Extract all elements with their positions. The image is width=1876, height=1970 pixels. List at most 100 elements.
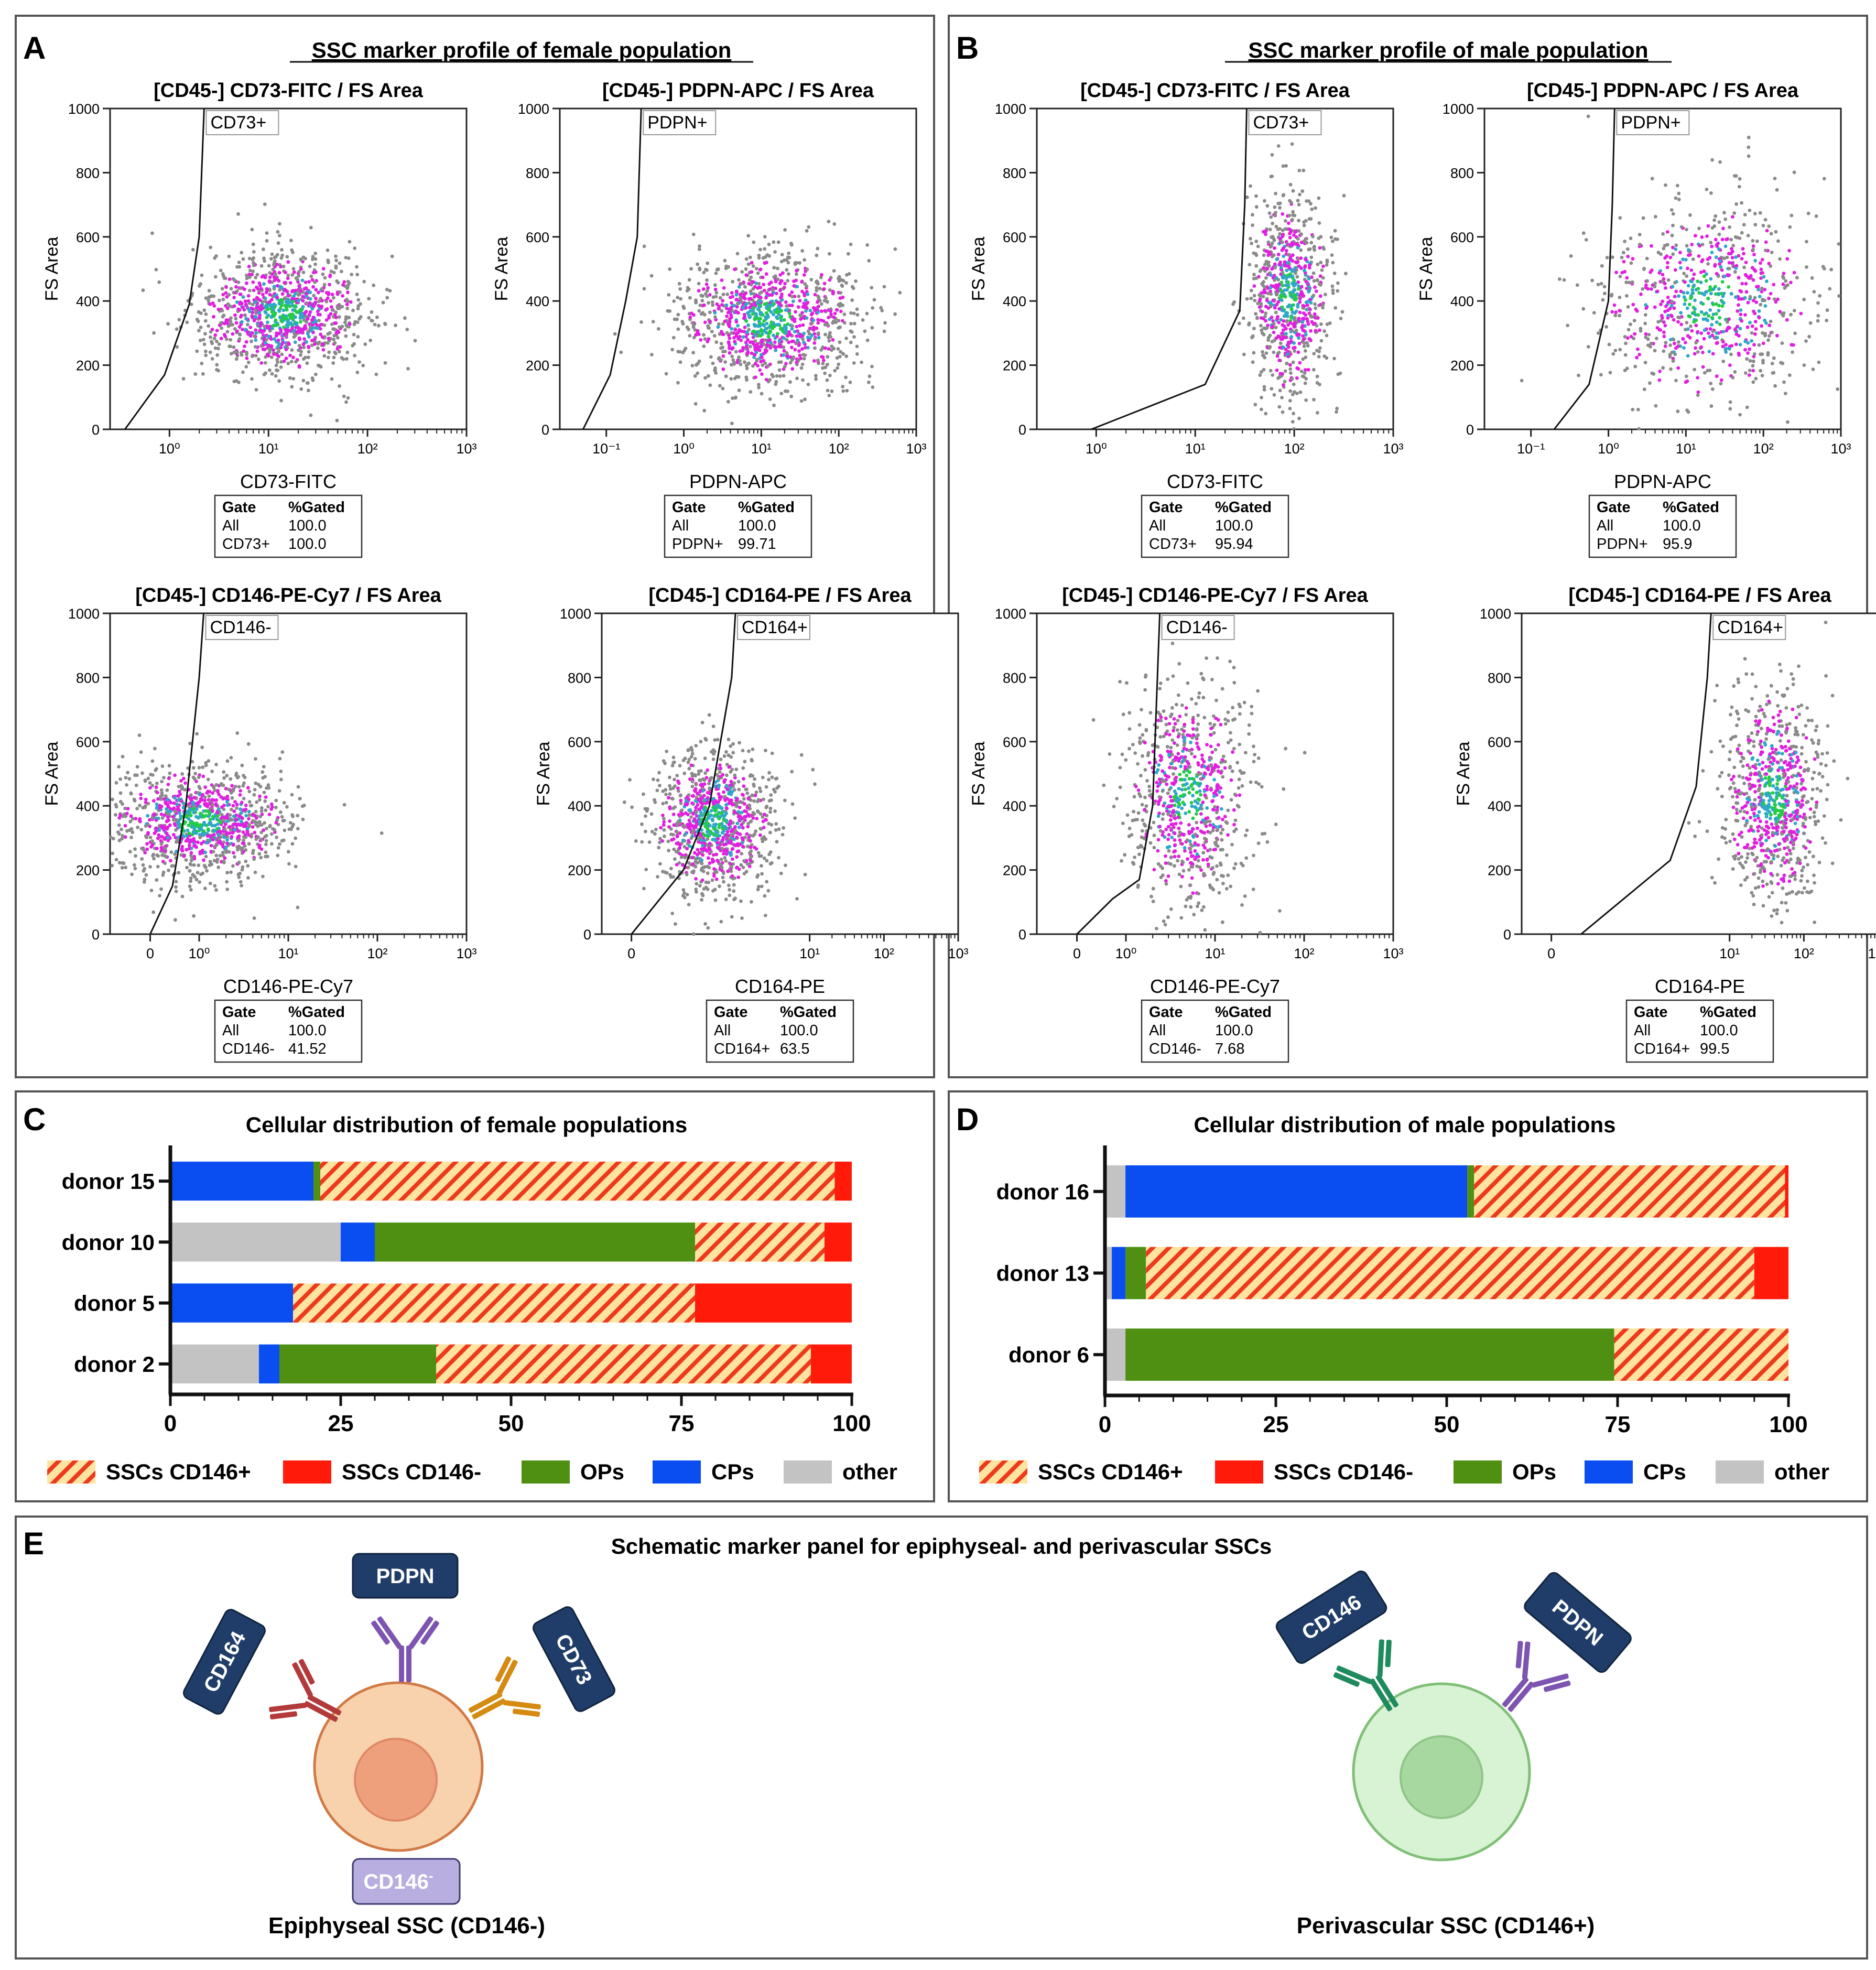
event-dot bbox=[334, 258, 338, 263]
event-dot bbox=[173, 809, 177, 814]
event-dot bbox=[276, 338, 280, 342]
event-dot bbox=[766, 364, 770, 368]
event-dot bbox=[762, 826, 766, 830]
y-tick-label: 200 bbox=[76, 863, 100, 879]
event-dot bbox=[194, 845, 198, 849]
event-dot bbox=[122, 861, 126, 865]
event-dot bbox=[715, 268, 719, 272]
event-dot bbox=[214, 802, 218, 806]
event-dot bbox=[704, 282, 709, 286]
event-dot bbox=[691, 351, 695, 355]
event-dot bbox=[307, 388, 310, 393]
event-dot bbox=[244, 859, 248, 863]
event-dot bbox=[160, 835, 164, 839]
event-dot bbox=[189, 863, 193, 867]
event-dot bbox=[668, 807, 672, 810]
event-dot bbox=[187, 843, 191, 848]
event-dot bbox=[335, 347, 340, 351]
event-dot bbox=[1268, 228, 1272, 232]
event-dot bbox=[213, 333, 218, 337]
event-dot bbox=[301, 270, 306, 274]
event-dot bbox=[740, 810, 744, 815]
event-dot bbox=[697, 282, 701, 286]
event-dot bbox=[237, 785, 241, 789]
event-dot bbox=[721, 367, 725, 371]
event-dot bbox=[772, 240, 776, 244]
event-dot bbox=[117, 816, 122, 820]
event-dot bbox=[718, 834, 722, 838]
event-dot bbox=[668, 775, 671, 780]
event-dot bbox=[145, 842, 149, 846]
event-dot bbox=[263, 341, 267, 345]
event-dot bbox=[723, 258, 727, 263]
event-dot bbox=[198, 880, 201, 884]
event-dot bbox=[733, 267, 736, 272]
event-dot bbox=[690, 831, 695, 835]
event-dot bbox=[367, 297, 371, 301]
event-dot bbox=[706, 796, 710, 800]
event-dot bbox=[747, 803, 751, 807]
event-dot bbox=[702, 794, 706, 797]
event-dot bbox=[1272, 393, 1276, 397]
event-dot bbox=[677, 282, 681, 286]
event-dot bbox=[845, 388, 849, 393]
event-dot bbox=[202, 858, 205, 862]
x-tick-label: 0 bbox=[627, 946, 635, 961]
event-dot bbox=[793, 816, 797, 820]
event-dot bbox=[735, 252, 740, 256]
event-dot bbox=[141, 288, 145, 293]
event-dot bbox=[241, 370, 245, 374]
event-dot bbox=[235, 289, 239, 293]
event-dot bbox=[761, 775, 765, 780]
event-dot bbox=[746, 311, 750, 315]
event-dot bbox=[736, 375, 741, 379]
event-dot bbox=[204, 312, 208, 316]
event-dot bbox=[310, 318, 314, 322]
event-dot bbox=[214, 783, 219, 787]
event-dot bbox=[155, 847, 159, 851]
event-dot bbox=[801, 323, 805, 327]
event-dot bbox=[694, 824, 698, 828]
flow-plot-title: [CD45-] CD164-PE / FS Area bbox=[648, 584, 912, 607]
event-dot bbox=[294, 836, 298, 840]
event-dot bbox=[179, 779, 183, 783]
event-dot bbox=[816, 358, 820, 362]
event-dot bbox=[166, 803, 170, 807]
event-dot bbox=[320, 299, 324, 302]
event-dot bbox=[111, 797, 114, 802]
event-dot bbox=[245, 352, 248, 356]
event-dot bbox=[786, 389, 789, 393]
event-dot bbox=[826, 388, 830, 393]
event-dot bbox=[838, 340, 842, 344]
event-dot bbox=[734, 293, 739, 297]
event-dot bbox=[139, 793, 143, 796]
event-dot bbox=[251, 280, 255, 284]
event-dot bbox=[208, 863, 212, 867]
x-axis-label: CD164-PE bbox=[735, 976, 825, 997]
event-dot bbox=[717, 804, 721, 808]
event-dot bbox=[687, 839, 690, 843]
event-dot bbox=[340, 356, 344, 360]
event-dot bbox=[258, 815, 262, 818]
event-dot bbox=[687, 793, 691, 797]
event-dot bbox=[265, 231, 269, 235]
event-dot bbox=[822, 359, 826, 362]
event-dot bbox=[202, 342, 207, 347]
event-dot bbox=[148, 836, 153, 839]
event-dot bbox=[738, 359, 742, 363]
panel-D-frame bbox=[948, 1090, 1868, 1502]
event-dot bbox=[706, 768, 709, 772]
event-dot bbox=[691, 862, 695, 866]
event-dot bbox=[244, 365, 248, 369]
flow-plot-A2: [CD45-] PDPN-APC / FS AreaPDPN+020040060… bbox=[492, 80, 927, 558]
event-dot bbox=[744, 335, 748, 339]
event-dot bbox=[657, 846, 661, 850]
event-dot bbox=[672, 847, 676, 851]
event-dot bbox=[263, 775, 267, 778]
event-dot bbox=[209, 330, 213, 334]
event-dot bbox=[307, 355, 310, 360]
event-dot bbox=[1290, 142, 1294, 146]
event-dot bbox=[229, 777, 233, 781]
event-dot bbox=[180, 894, 185, 899]
y-tick-label: 1000 bbox=[518, 101, 549, 117]
